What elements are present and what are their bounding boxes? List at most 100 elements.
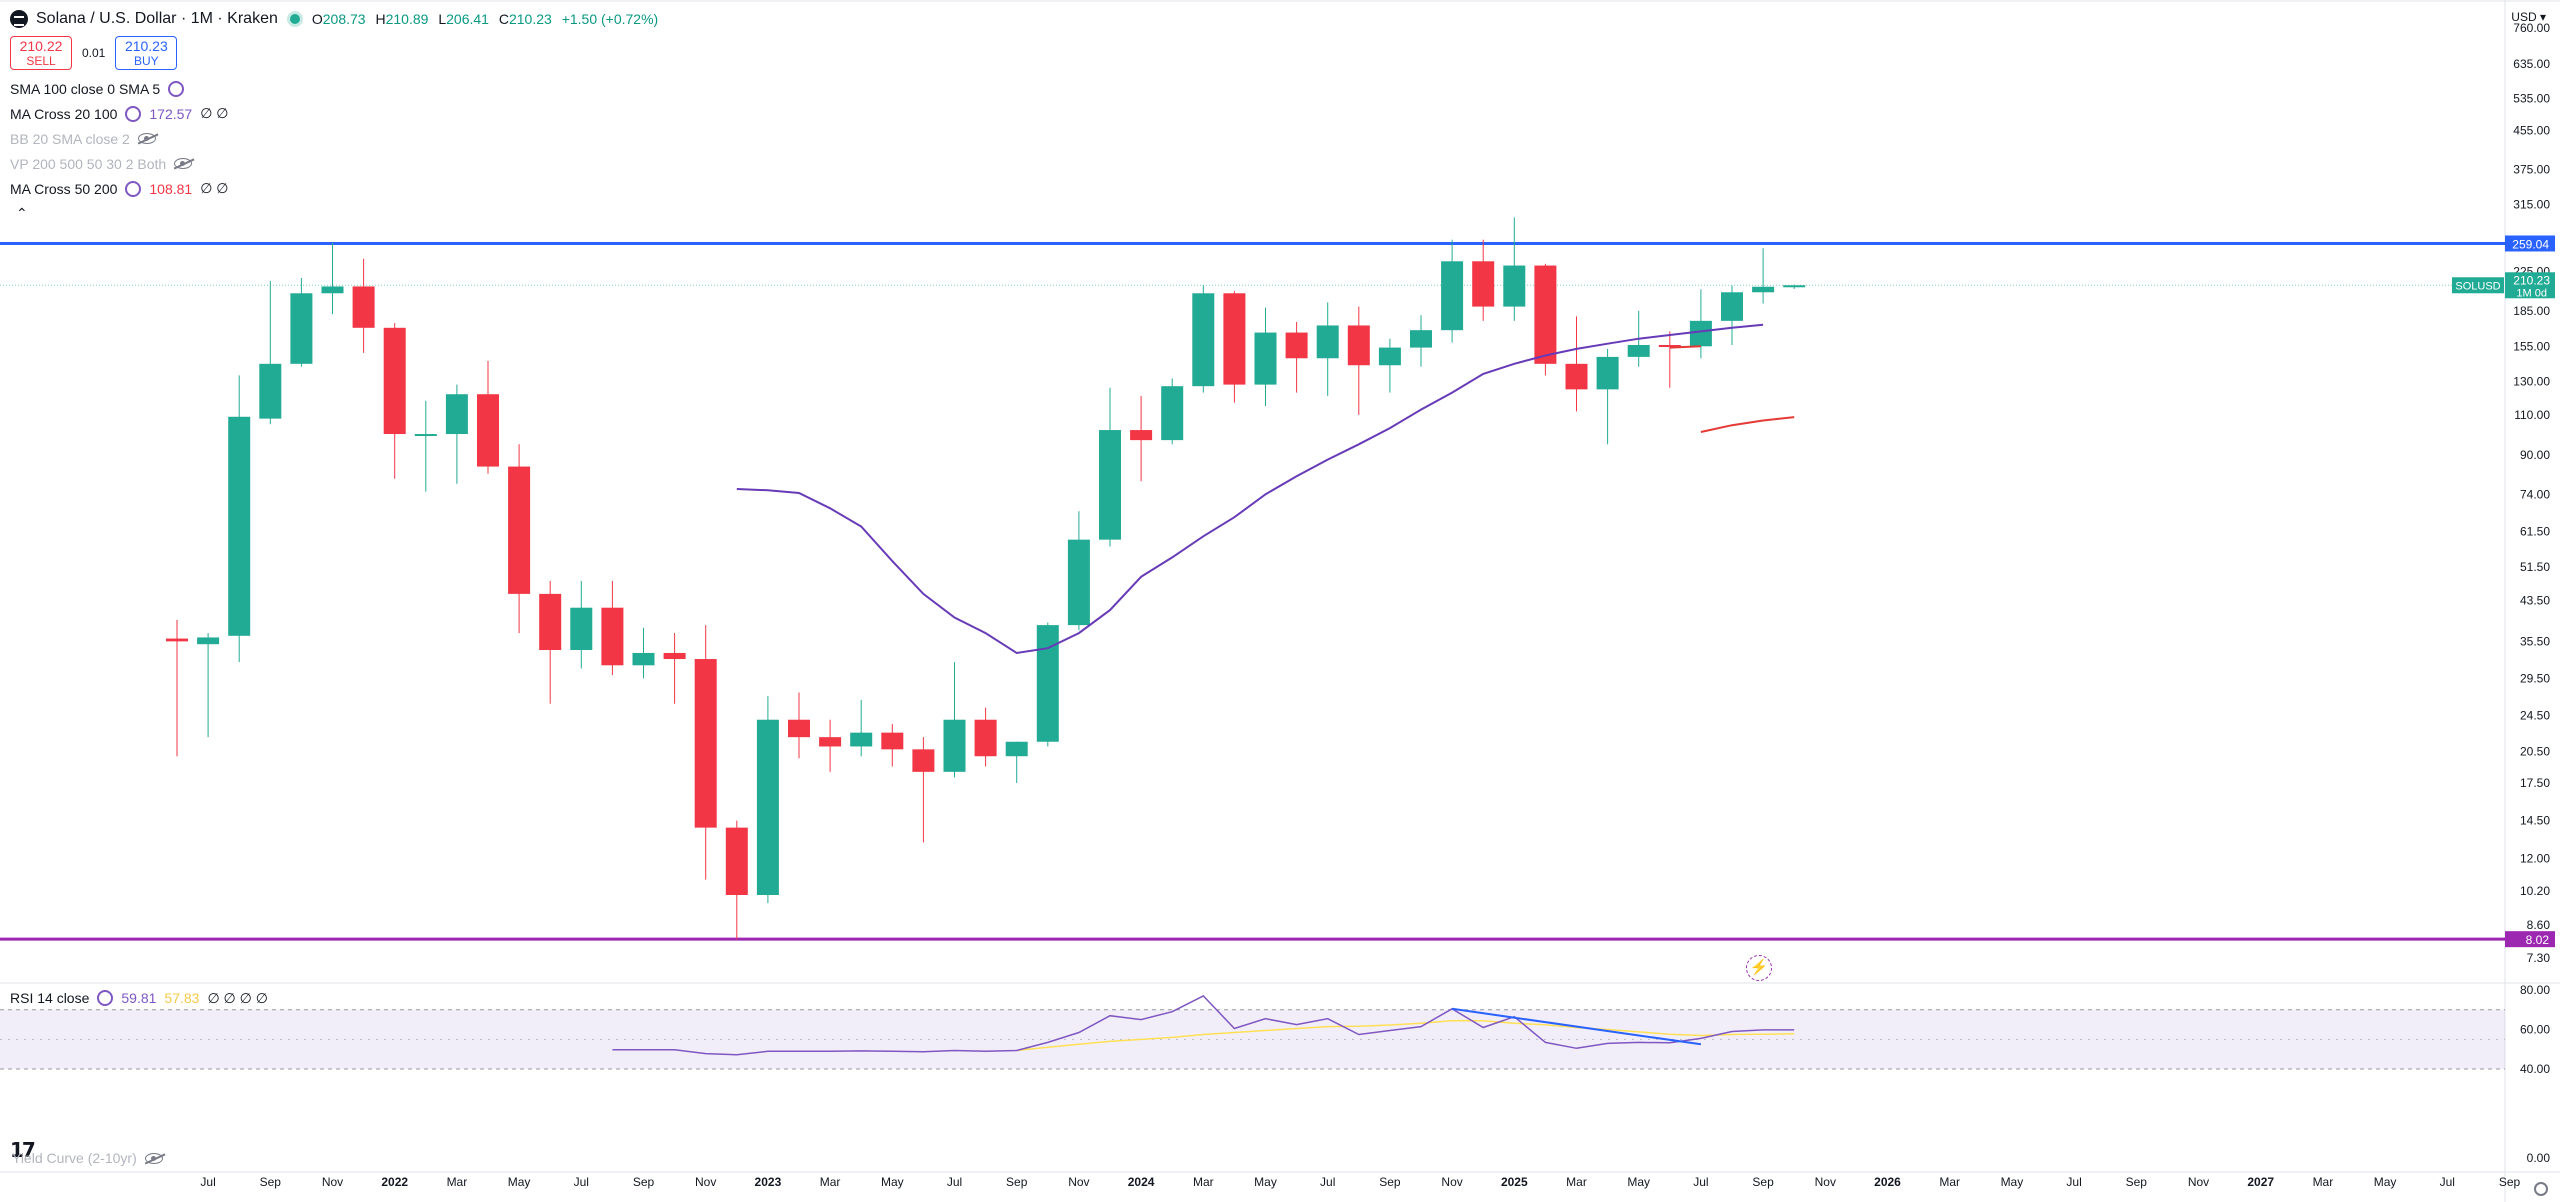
candle: [1005, 741, 1028, 783]
candle-body: [1565, 363, 1588, 390]
chevron-up-icon[interactable]: ⌃: [16, 205, 28, 221]
low-label: L: [438, 11, 447, 27]
symbol-tag-label: SOLUSD: [2455, 280, 2500, 292]
time-axis-tick: May: [1254, 1175, 1277, 1189]
candle: [166, 619, 188, 757]
buy-button[interactable]: 210.23 BUY: [115, 36, 178, 70]
time-axis-tick: May: [1627, 1175, 1650, 1189]
hidden-eye-icon[interactable]: [137, 133, 156, 144]
bar-countdown-label: 1M 0d: [2516, 287, 2547, 299]
candle-body: [1285, 332, 1308, 359]
candle: [1410, 315, 1432, 367]
price-axis-tick: 74.00: [2520, 487, 2550, 501]
time-axis-tick: Nov: [2188, 1175, 2209, 1189]
candle: [694, 625, 717, 880]
indicator-sma100[interactable]: SMA 100 close 0 SMA 5: [10, 76, 664, 101]
indicator-ma-cross-20-100[interactable]: MA Cross 20 100 172.57 ∅ ∅: [10, 101, 664, 126]
rsi-extra: ∅ ∅ ∅ ∅: [207, 989, 268, 1006]
candle-body: [1161, 386, 1184, 441]
candle: [508, 444, 531, 634]
candle-body: [974, 719, 997, 757]
indicator-source-icon[interactable]: [125, 105, 142, 122]
candle: [477, 361, 499, 474]
price-axis-tick: 315.00: [2513, 197, 2550, 211]
time-axis-tick: 2025: [1501, 1175, 1528, 1189]
indicator-value: 172.57: [149, 105, 193, 122]
indicator-source-icon[interactable]: [97, 990, 114, 1006]
time-axis-tick: Jul: [2440, 1175, 2455, 1189]
chart-legend: Solana / U.S. Dollar · 1M · Kraken O208.…: [10, 8, 664, 226]
symbol-title[interactable]: Solana / U.S. Dollar · 1M · Kraken: [36, 10, 278, 27]
candle: [1192, 285, 1215, 393]
change-value: +1.50 (+0.72%): [561, 11, 659, 27]
indicator-collapse-row: ⌃: [10, 201, 664, 226]
indicator-bb[interactable]: BB 20 SMA close 2: [10, 126, 664, 151]
price-axis-tick: 7.30: [2527, 951, 2551, 965]
candle: [1036, 622, 1059, 747]
time-axis-tick: Nov: [1441, 1175, 1462, 1189]
rsi-ma-value: 57.83: [164, 990, 200, 1006]
price-axis-tick: 61.50: [2520, 524, 2550, 538]
candle: [1689, 289, 1712, 359]
candle-body: [1223, 293, 1246, 385]
indicator-source-icon[interactable]: [125, 180, 142, 197]
candle-body: [228, 416, 251, 636]
price-axis-tick: 51.50: [2520, 560, 2550, 574]
indicator-ma-cross-50-200[interactable]: MA Cross 50 200 108.81 ∅ ∅: [10, 176, 664, 201]
spread-value: 0.01: [82, 46, 106, 60]
candle-body: [663, 652, 686, 660]
rsi-label[interactable]: RSI 14 close: [10, 990, 90, 1006]
time-axis-tick: Nov: [1815, 1175, 1836, 1189]
close-label: C: [498, 11, 509, 27]
candle-body: [197, 637, 220, 645]
candle: [1161, 378, 1184, 445]
candle-body: [1036, 625, 1059, 742]
candle-body: [508, 466, 531, 594]
open-value: 208.73: [322, 11, 366, 27]
rsi-value: 59.81: [121, 990, 157, 1006]
candle-body: [1752, 286, 1775, 293]
candle-body: [850, 732, 873, 747]
candle: [1721, 285, 1743, 346]
candle-body: [166, 638, 188, 642]
indicator-source-icon[interactable]: [168, 80, 185, 97]
price-axis-tick: 535.00: [2513, 91, 2550, 105]
level-price-tag: [2505, 235, 2555, 252]
time-axis-tick: Sep: [633, 1175, 655, 1189]
time-axis-tick: Jul: [2066, 1175, 2081, 1189]
tradingview-logo-icon[interactable]: 17: [10, 1138, 36, 1162]
candle-body: [477, 394, 499, 467]
candle-body: [1378, 347, 1401, 366]
candle-body: [445, 394, 468, 435]
sell-button[interactable]: 210.22 SELL: [10, 36, 72, 70]
indicator-label: BB 20 SMA close 2: [10, 130, 130, 147]
lightning-alert-icon[interactable]: ⚡: [1746, 955, 1772, 981]
time-axis-tick: Mar: [2313, 1175, 2334, 1189]
rsi-ma-line: [1016, 1019, 1795, 1052]
gear-icon[interactable]: [2534, 1182, 2548, 1196]
candle-body: [1534, 265, 1557, 364]
yield-curve-label[interactable]: Yield Curve (2-10yr): [12, 1150, 137, 1166]
candle: [290, 278, 313, 367]
candle: [228, 375, 251, 663]
hidden-eye-icon[interactable]: [144, 1152, 163, 1164]
rsi-axis-tick: 40.00: [2520, 1062, 2550, 1076]
indicator-list: SMA 100 close 0 SMA 5 MA Cross 20 100 17…: [10, 76, 664, 226]
hidden-eye-icon[interactable]: [174, 158, 193, 169]
candle: [259, 280, 282, 425]
buy-price: 210.23: [124, 38, 168, 54]
indicator-vp[interactable]: VP 200 500 50 30 2 Both: [10, 151, 664, 176]
candle-body: [1192, 293, 1215, 387]
candle: [1378, 338, 1401, 393]
candle: [321, 242, 344, 315]
candle: [352, 258, 375, 353]
candle: [1347, 306, 1370, 415]
time-axis-tick: May: [508, 1175, 531, 1189]
candle-body: [1472, 261, 1495, 307]
candle-body: [694, 659, 717, 828]
time-axis-tick: Jul: [1320, 1175, 1335, 1189]
time-axis-tick: May: [2374, 1175, 2397, 1189]
candle: [1503, 217, 1526, 321]
currency-selector[interactable]: USD ▾: [2511, 10, 2546, 24]
